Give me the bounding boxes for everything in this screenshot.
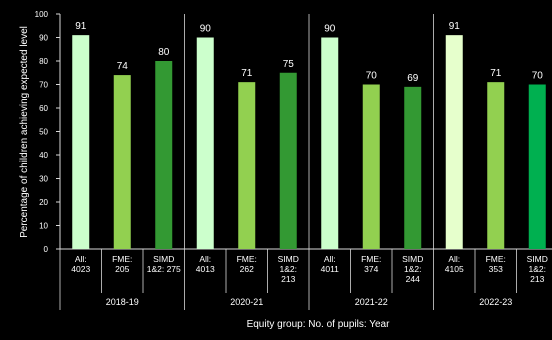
category-label: 4105 — [445, 264, 464, 274]
bar — [528, 84, 546, 249]
y-tick-label: 30 — [39, 175, 48, 184]
y-tick-label: 0 — [44, 245, 49, 254]
chart-bars — [72, 35, 546, 250]
y-tick-label: 60 — [39, 104, 48, 113]
y-tick-label: 20 — [39, 198, 48, 207]
category-label: All: — [199, 254, 211, 264]
category-label: 213 — [530, 274, 544, 284]
bar — [72, 35, 90, 250]
bar — [321, 37, 339, 249]
category-label: 4023 — [71, 264, 90, 274]
category-label: 205 — [115, 264, 129, 274]
category-label: FME: — [361, 254, 381, 264]
year-label: 2022-23 — [479, 297, 512, 307]
bar — [404, 86, 422, 249]
category-label: 244 — [406, 274, 420, 284]
data-label: 74 — [117, 61, 129, 72]
category-label: SIMD — [527, 254, 548, 264]
y-tick-label: 40 — [39, 151, 48, 160]
year-label: 2020-21 — [230, 297, 263, 307]
y-axis-title: Percentage of children achieving expecte… — [19, 26, 30, 238]
category-label: 1&2: 275 — [147, 264, 181, 274]
y-tick-label: 100 — [35, 10, 49, 19]
bar — [155, 61, 173, 249]
category-label: 4013 — [196, 264, 215, 274]
data-label: 90 — [200, 24, 212, 35]
category-label: 1&2: — [280, 264, 298, 274]
category-label: 262 — [240, 264, 254, 274]
data-label: 75 — [283, 59, 295, 70]
category-label: 1&2: — [529, 264, 547, 274]
category-label: SIMD — [153, 254, 174, 264]
bar — [279, 72, 297, 249]
data-label: 70 — [532, 71, 544, 82]
bar — [113, 75, 131, 249]
y-tick-label: 50 — [39, 128, 48, 137]
data-label: 90 — [324, 24, 336, 35]
category-label: 353 — [489, 264, 503, 274]
category-label: SIMD — [402, 254, 423, 264]
category-label: 374 — [364, 264, 378, 274]
category-label: FME: — [237, 254, 257, 264]
year-label: 2018-19 — [106, 297, 139, 307]
category-label: All: — [448, 254, 460, 264]
bar — [445, 35, 463, 250]
x-axis-title: Equity group: No. of pupils: Year — [247, 319, 391, 330]
category-label: All: — [324, 254, 336, 264]
data-label: 70 — [366, 71, 378, 82]
bar — [238, 82, 256, 250]
chart-axes: 0 10 20 30 40 50 60 70 80 90 100 — [35, 10, 552, 310]
y-tick-label: 90 — [39, 34, 48, 43]
category-label: 213 — [281, 274, 295, 284]
data-label: 69 — [407, 73, 419, 84]
category-label: 4011 — [321, 264, 340, 274]
data-label: 71 — [490, 68, 502, 79]
category-label: 1&2: — [404, 264, 422, 274]
y-tick-label: 70 — [39, 81, 48, 90]
bar — [196, 37, 214, 249]
category-label: All: — [75, 254, 87, 264]
category-label: SIMD — [278, 254, 299, 264]
bar — [487, 82, 505, 250]
y-tick-label: 80 — [39, 57, 48, 66]
data-label: 71 — [241, 68, 253, 79]
data-label: 91 — [75, 21, 87, 32]
y-tick-label: 10 — [39, 222, 48, 231]
category-label: FME: — [486, 254, 506, 264]
data-label: 80 — [158, 47, 170, 58]
category-label: FME: — [112, 254, 132, 264]
year-label: 2021-22 — [355, 297, 388, 307]
data-label: 91 — [449, 21, 461, 32]
bar — [362, 84, 380, 249]
